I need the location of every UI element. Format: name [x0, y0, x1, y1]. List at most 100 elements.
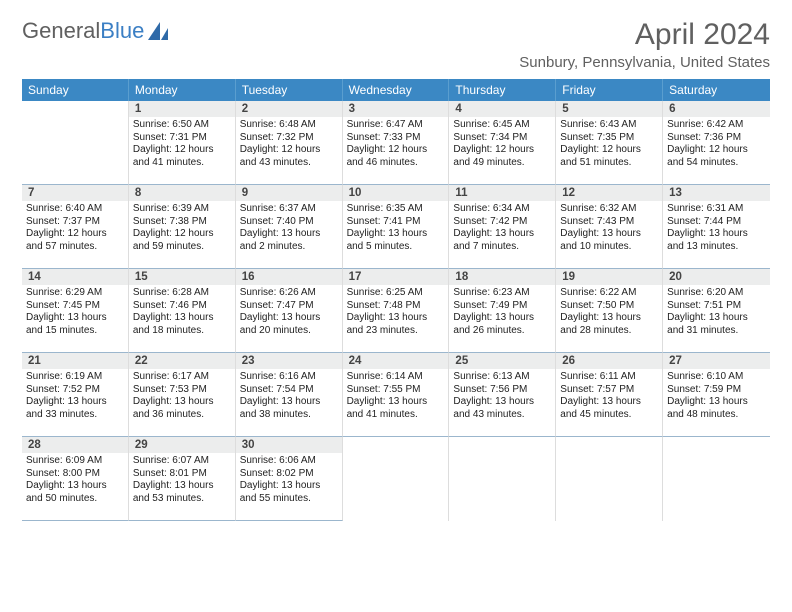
sunrise-line: Sunrise: 6:45 AM: [453, 119, 551, 132]
calendar-empty-cell: [663, 437, 770, 521]
weekday-header: Sunday: [22, 79, 129, 101]
calendar-day-cell: 8Sunrise: 6:39 AMSunset: 7:38 PMDaylight…: [129, 185, 236, 269]
sunrise-line: Sunrise: 6:34 AM: [453, 203, 551, 216]
page-title: April 2024: [519, 18, 770, 52]
calendar-day-cell: 17Sunrise: 6:25 AMSunset: 7:48 PMDayligh…: [343, 269, 450, 353]
day-number: 11: [449, 185, 555, 201]
logo-sail-icon: [146, 20, 170, 42]
calendar-day-cell: 30Sunrise: 6:06 AMSunset: 8:02 PMDayligh…: [236, 437, 343, 521]
day-number: 7: [22, 185, 128, 201]
calendar-day-cell: 1 Sunrise: 6:50 AMSunset: 7:31 PMDaylight…: [129, 101, 236, 185]
sunset-line: Sunset: 7:46 PM: [133, 300, 231, 313]
day-number: 18: [449, 269, 555, 285]
calendar-day-cell: 10Sunrise: 6:35 AMSunset: 7:41 PMDayligh…: [343, 185, 450, 269]
daylight-line: Daylight: 13 hours and 18 minutes.: [133, 312, 231, 337]
sunrise-line: Sunrise: 6:37 AM: [240, 203, 338, 216]
calendar-day-cell: 5Sunrise: 6:43 AMSunset: 7:35 PMDaylight…: [556, 101, 663, 185]
day-number: 24: [343, 353, 449, 369]
daylight-line: Daylight: 13 hours and 45 minutes.: [560, 396, 658, 421]
calendar-day-cell: 16Sunrise: 6:26 AMSunset: 7:47 PMDayligh…: [236, 269, 343, 353]
calendar-day-cell: 2Sunrise: 6:48 AMSunset: 7:32 PMDaylight…: [236, 101, 343, 185]
calendar-grid: .1Sunrise: 6:50 AMSunset: 7:31 PMDayligh…: [22, 101, 770, 521]
day-number: 27: [663, 353, 770, 369]
weekday-header: Wednesday: [343, 79, 450, 101]
day-number: 6: [663, 101, 770, 117]
location-text: Sunbury, Pennsylvania, United States: [519, 54, 770, 71]
sunrise-line: Sunrise: 6:09 AM: [26, 455, 124, 468]
day-number: 1: [129, 101, 235, 117]
daylight-line: Daylight: 13 hours and 48 minutes.: [667, 396, 766, 421]
weekday-header: Thursday: [449, 79, 556, 101]
calendar-empty-cell: [556, 437, 663, 521]
daylight-line: Daylight: 13 hours and 13 minutes.: [667, 228, 766, 253]
day-number: 23: [236, 353, 342, 369]
sunrise-line: Sunrise: 6:25 AM: [347, 287, 445, 300]
sunset-line: Sunset: 7:43 PM: [560, 216, 658, 229]
sunset-line: Sunset: 7:56 PM: [453, 384, 551, 397]
calendar-day-cell: 4Sunrise: 6:45 AMSunset: 7:34 PMDaylight…: [449, 101, 556, 185]
calendar-day-cell: 14Sunrise: 6:29 AMSunset: 7:45 PMDayligh…: [22, 269, 129, 353]
daylight-line: Daylight: 12 hours and 41 minutes.: [133, 144, 231, 169]
calendar-empty-cell: .: [22, 101, 129, 185]
sunset-line: Sunset: 7:55 PM: [347, 384, 445, 397]
daylight-line: Daylight: 12 hours and 57 minutes.: [26, 228, 124, 253]
calendar-day-cell: 7Sunrise: 6:40 AMSunset: 7:37 PMDaylight…: [22, 185, 129, 269]
day-number: 14: [22, 269, 128, 285]
daylight-line: Daylight: 12 hours and 49 minutes.: [453, 144, 551, 169]
calendar-day-cell: 9Sunrise: 6:37 AMSunset: 7:40 PMDaylight…: [236, 185, 343, 269]
sunrise-line: Sunrise: 6:50 AM: [133, 119, 231, 132]
sunrise-line: Sunrise: 6:43 AM: [560, 119, 658, 132]
sunrise-line: Sunrise: 6:22 AM: [560, 287, 658, 300]
sunset-line: Sunset: 7:48 PM: [347, 300, 445, 313]
day-number: 8: [129, 185, 235, 201]
sunset-line: Sunset: 7:54 PM: [240, 384, 338, 397]
calendar-day-cell: 22Sunrise: 6:17 AMSunset: 7:53 PMDayligh…: [129, 353, 236, 437]
day-number: 2: [236, 101, 342, 117]
sunset-line: Sunset: 8:01 PM: [133, 468, 231, 481]
sunset-line: Sunset: 7:41 PM: [347, 216, 445, 229]
sunset-line: Sunset: 7:31 PM: [133, 132, 231, 145]
sunrise-line: Sunrise: 6:29 AM: [26, 287, 124, 300]
sunset-line: Sunset: 7:35 PM: [560, 132, 658, 145]
sunrise-line: Sunrise: 6:07 AM: [133, 455, 231, 468]
daylight-line: Daylight: 12 hours and 43 minutes.: [240, 144, 338, 169]
sunrise-line: Sunrise: 6:10 AM: [667, 371, 766, 384]
calendar-day-cell: 15Sunrise: 6:28 AMSunset: 7:46 PMDayligh…: [129, 269, 236, 353]
sunrise-line: Sunrise: 6:39 AM: [133, 203, 231, 216]
sunrise-line: Sunrise: 6:40 AM: [26, 203, 124, 216]
sunset-line: Sunset: 7:53 PM: [133, 384, 231, 397]
day-number: 5: [556, 101, 662, 117]
daylight-line: Daylight: 13 hours and 26 minutes.: [453, 312, 551, 337]
sunrise-line: Sunrise: 6:13 AM: [453, 371, 551, 384]
calendar-day-cell: 13Sunrise: 6:31 AMSunset: 7:44 PMDayligh…: [663, 185, 770, 269]
day-number: 20: [663, 269, 770, 285]
daylight-line: Daylight: 13 hours and 33 minutes.: [26, 396, 124, 421]
day-number: 3: [343, 101, 449, 117]
daylight-line: Daylight: 13 hours and 20 minutes.: [240, 312, 338, 337]
sunrise-line: Sunrise: 6:26 AM: [240, 287, 338, 300]
day-number: 16: [236, 269, 342, 285]
calendar-day-cell: 26Sunrise: 6:11 AMSunset: 7:57 PMDayligh…: [556, 353, 663, 437]
calendar-day-cell: 11Sunrise: 6:34 AMSunset: 7:42 PMDayligh…: [449, 185, 556, 269]
sunset-line: Sunset: 7:38 PM: [133, 216, 231, 229]
day-number: 28: [22, 437, 128, 453]
calendar-day-cell: 6Sunrise: 6:42 AMSunset: 7:36 PMDaylight…: [663, 101, 770, 185]
day-number: 25: [449, 353, 555, 369]
weekday-header-row: SundayMondayTuesdayWednesdayThursdayFrid…: [22, 79, 770, 101]
weekday-header: Friday: [556, 79, 663, 101]
weekday-header: Tuesday: [236, 79, 343, 101]
daylight-line: Daylight: 13 hours and 36 minutes.: [133, 396, 231, 421]
day-number: 29: [129, 437, 235, 453]
sunrise-line: Sunrise: 6:19 AM: [26, 371, 124, 384]
sunrise-line: Sunrise: 6:11 AM: [560, 371, 658, 384]
sunrise-line: Sunrise: 6:28 AM: [133, 287, 231, 300]
day-number: 12: [556, 185, 662, 201]
sunset-line: Sunset: 7:34 PM: [453, 132, 551, 145]
daylight-line: Daylight: 13 hours and 38 minutes.: [240, 396, 338, 421]
daylight-line: Daylight: 13 hours and 10 minutes.: [560, 228, 658, 253]
sunset-line: Sunset: 7:42 PM: [453, 216, 551, 229]
daylight-line: Daylight: 13 hours and 50 minutes.: [26, 480, 124, 505]
calendar-day-cell: 25Sunrise: 6:13 AMSunset: 7:56 PMDayligh…: [449, 353, 556, 437]
calendar-empty-cell: [449, 437, 556, 521]
day-number: 21: [22, 353, 128, 369]
